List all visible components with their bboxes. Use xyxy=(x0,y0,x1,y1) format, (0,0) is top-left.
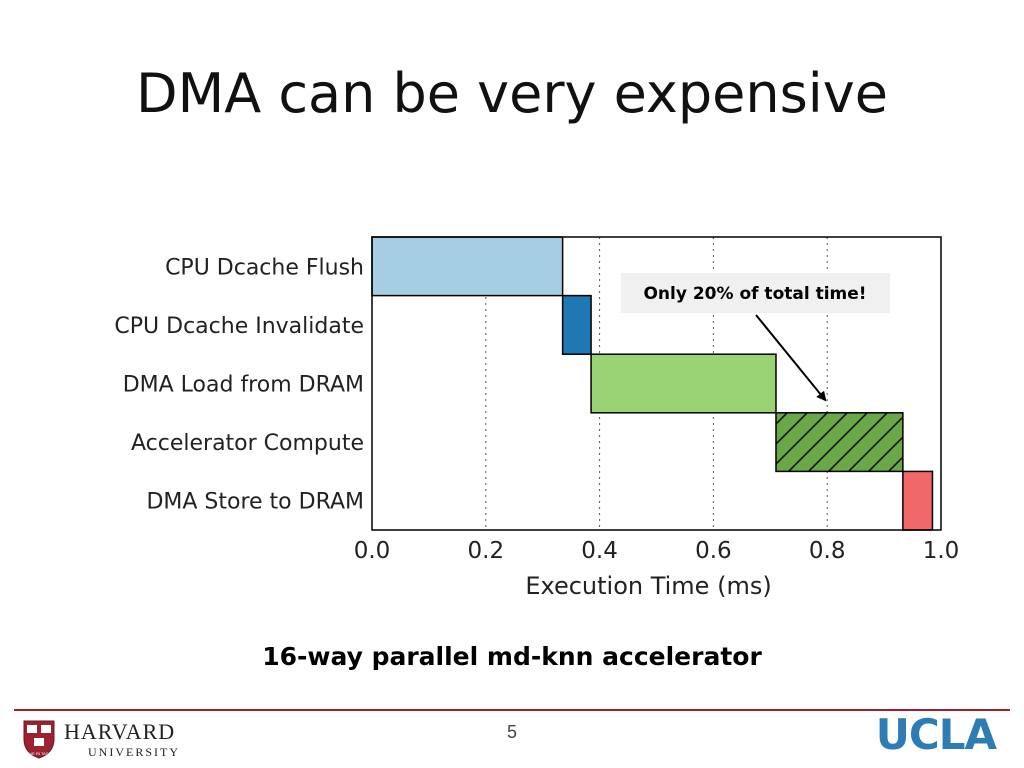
bar-cpu-dcache-invalidate xyxy=(561,294,592,355)
annotation-arrow xyxy=(755,314,827,402)
y-category-label: DMA Load from DRAM xyxy=(123,373,364,398)
y-category-label: Accelerator Compute xyxy=(131,431,364,456)
x-tick-label: 0.6 xyxy=(695,538,732,564)
y-category-label: DMA Store to DRAM xyxy=(146,490,364,515)
harvard-logo: VE RI TAS HARVARD UNIVERSITY xyxy=(22,716,180,762)
harvard-sub: UNIVERSITY xyxy=(88,744,180,759)
y-category-label: CPU Dcache Invalidate xyxy=(114,314,364,339)
footer-divider xyxy=(14,709,1010,711)
x-tick-label: 0.2 xyxy=(468,538,505,564)
slide-caption: 16-way parallel md-knn accelerator xyxy=(262,642,762,671)
execution-time-chart: CPU Dcache Flush CPU Dcache Invalidate DMA… xyxy=(114,236,960,600)
x-tick-label: 1.0 xyxy=(923,538,960,564)
page-number: 5 xyxy=(506,722,517,742)
x-tick-label: 0.4 xyxy=(581,538,618,564)
bar-dma-load-from-dram xyxy=(590,353,777,414)
slide-title: DMA can be very expensive xyxy=(136,62,888,125)
annotation-box xyxy=(621,273,890,313)
annotation-text: Only 20% of total time! xyxy=(643,284,866,304)
harvard-shield-text: VE RI TAS xyxy=(30,751,49,756)
ucla-logo: UCLA xyxy=(875,710,997,759)
y-category-label: CPU Dcache Flush xyxy=(165,255,364,280)
harvard-name: HARVARD xyxy=(64,718,176,744)
harvard-shield-icon: VE RI TAS xyxy=(23,720,55,759)
bar-dma-store-to-dram xyxy=(902,470,934,531)
bar-cpu-dcache-flush xyxy=(371,236,564,297)
x-tick-label: 0.0 xyxy=(354,538,391,564)
plot-frame xyxy=(371,236,942,531)
bar-accelerator-compute xyxy=(775,412,904,473)
x-tick-label: 0.8 xyxy=(809,538,846,564)
x-axis-label: Execution Time (ms) xyxy=(525,572,771,600)
